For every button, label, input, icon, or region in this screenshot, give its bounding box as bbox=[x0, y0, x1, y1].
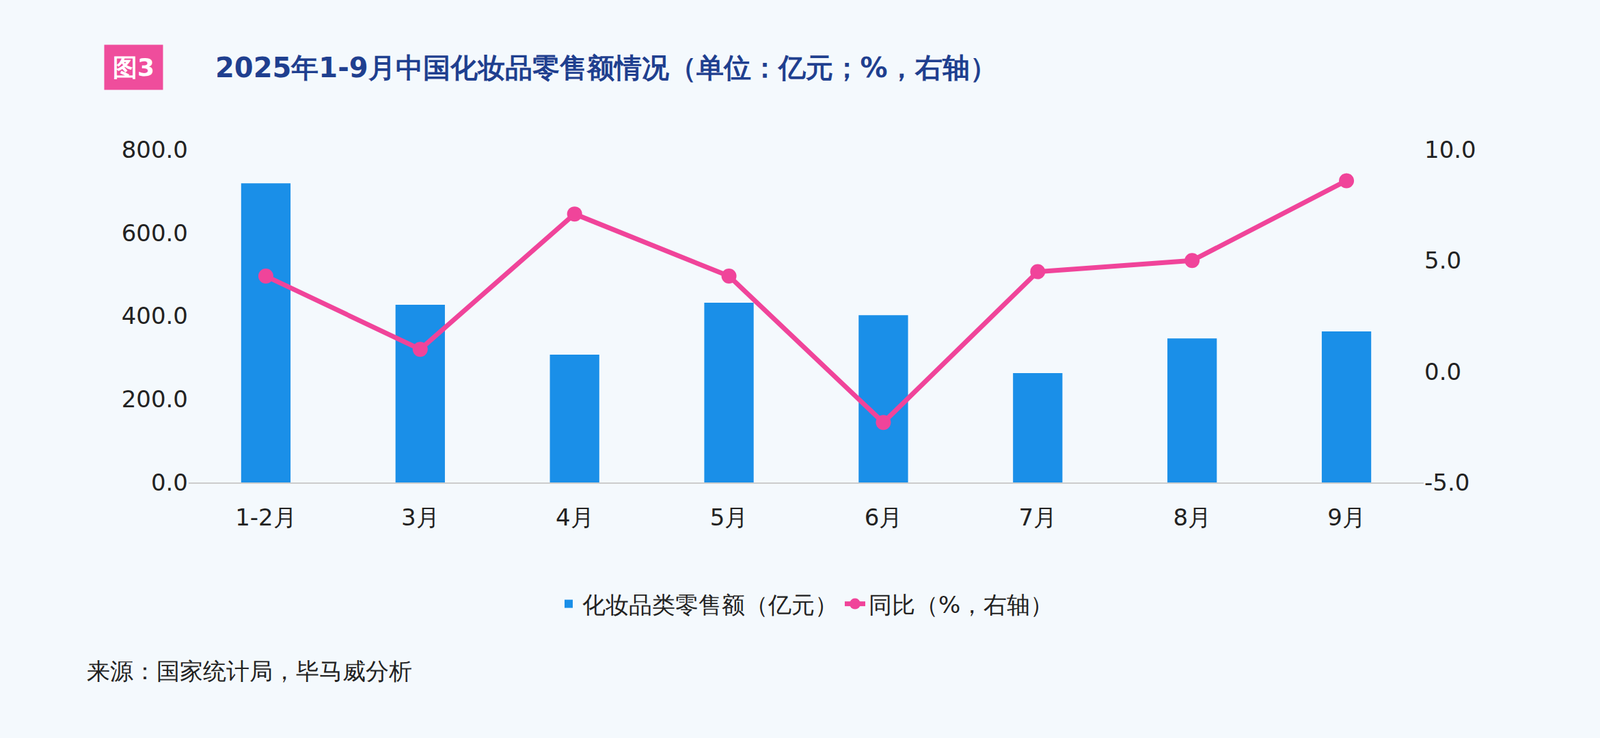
svg-text:5月: 5月 bbox=[710, 503, 749, 532]
svg-text:600.0: 600.0 bbox=[121, 219, 188, 247]
svg-text:2025年1-9月中国化妆品零售额情况（单位：亿元；%，右轴: 2025年1-9月中国化妆品零售额情况（单位：亿元；%，右轴） bbox=[215, 51, 998, 84]
svg-text:5.0: 5.0 bbox=[1424, 246, 1462, 275]
svg-text:800.0: 800.0 bbox=[121, 136, 188, 164]
svg-text:9月: 9月 bbox=[1327, 503, 1366, 532]
svg-text:6月: 6月 bbox=[864, 503, 903, 532]
svg-text:8月: 8月 bbox=[1172, 503, 1212, 532]
svg-text:同比（%，右轴）: 同比（%，右轴） bbox=[868, 591, 1054, 619]
svg-text:400.0: 400.0 bbox=[121, 302, 188, 330]
svg-text:化妆品类零售额（亿元）: 化妆品类零售额（亿元） bbox=[582, 591, 838, 619]
svg-text:10.0: 10.0 bbox=[1424, 136, 1477, 164]
svg-text:1-2月: 1-2月 bbox=[235, 503, 297, 532]
svg-text:0.0: 0.0 bbox=[1424, 358, 1462, 386]
svg-text:4月: 4月 bbox=[555, 503, 594, 532]
svg-text:图3: 图3 bbox=[112, 53, 155, 82]
svg-text:200.0: 200.0 bbox=[121, 385, 188, 413]
svg-text:-5.0: -5.0 bbox=[1424, 468, 1470, 497]
svg-text:0.0: 0.0 bbox=[151, 468, 188, 497]
svg-text:来源：国家统计局，毕马威分析: 来源：国家统计局，毕马威分析 bbox=[86, 657, 413, 685]
svg-text:7月: 7月 bbox=[1018, 503, 1057, 532]
svg-text:3月: 3月 bbox=[401, 503, 440, 532]
